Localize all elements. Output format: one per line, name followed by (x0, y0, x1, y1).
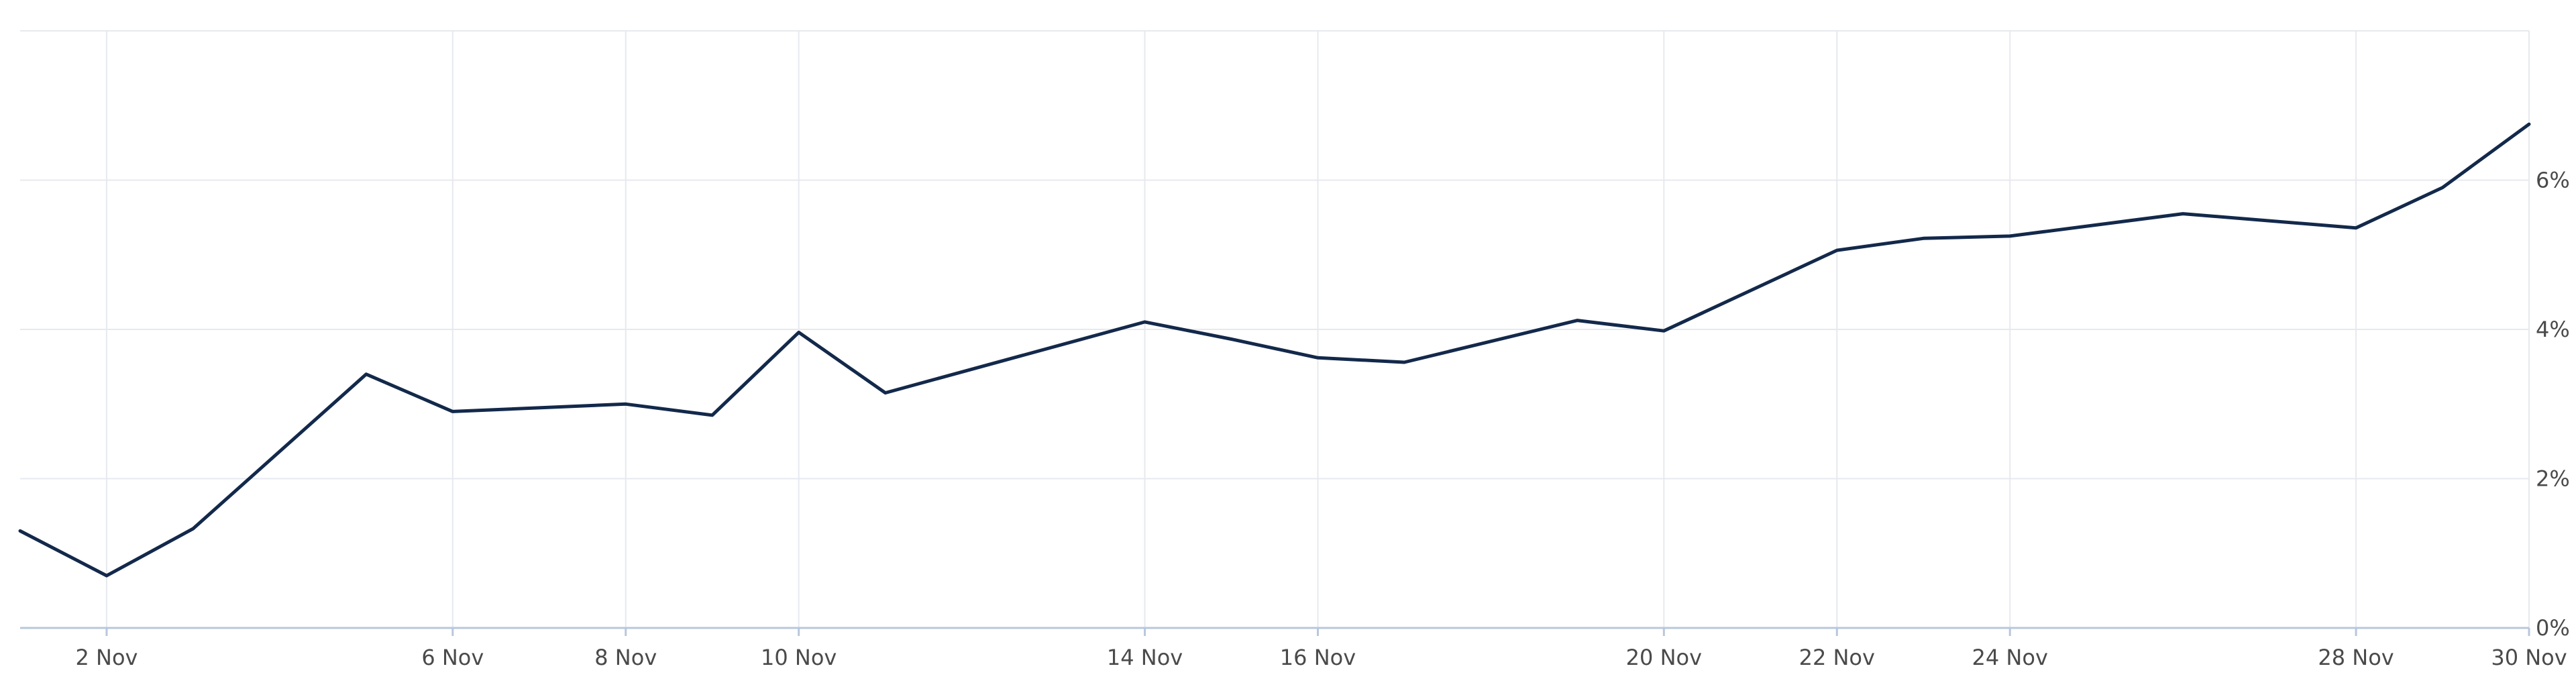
series-line (18, 122, 2531, 578)
data-point[interactable] (362, 370, 370, 378)
x-tick-label: 28 Nov (2318, 645, 2394, 670)
data-point[interactable] (2525, 120, 2533, 128)
data-point[interactable] (1313, 354, 1322, 362)
y-tick-label: 2% (2536, 466, 2570, 492)
data-point[interactable] (2179, 210, 2187, 218)
data-point[interactable] (2438, 184, 2447, 192)
data-point[interactable] (449, 407, 457, 415)
x-tick-label: 2 Nov (75, 645, 138, 670)
data-point[interactable] (795, 328, 803, 336)
data-point[interactable] (1228, 335, 1236, 343)
data-point[interactable] (1660, 327, 1668, 335)
x-tick-label: 30 Nov (2491, 645, 2567, 670)
y-tick-label: 6% (2536, 168, 2570, 193)
data-point[interactable] (2006, 232, 2014, 240)
data-point[interactable] (1833, 246, 1841, 254)
x-tick-label: 6 Nov (421, 645, 484, 670)
data-point[interactable] (1919, 234, 1927, 242)
data-point[interactable] (1573, 317, 1581, 325)
x-tick-label: 14 Nov (1107, 645, 1183, 670)
x-tick-label: 8 Nov (594, 645, 657, 670)
grid-layer (20, 30, 2530, 628)
axis-layer (20, 627, 2530, 636)
data-point[interactable] (103, 572, 111, 580)
y-tick-label: 4% (2536, 317, 2570, 342)
data-point[interactable] (16, 527, 24, 535)
data-point[interactable] (881, 389, 890, 397)
series-layer (16, 120, 2533, 580)
x-tick-label: 24 Nov (1972, 645, 2048, 670)
tick-label-layer: 0% 2% 4% 6% 2 Nov 6 Nov 8 Nov 10 Nov 14 Nov 16 No… (75, 168, 2569, 671)
x-tick-label: 22 Nov (1799, 645, 1875, 670)
data-point[interactable] (708, 411, 716, 419)
y-tick-label: 0% (2536, 615, 2570, 641)
data-point[interactable] (2352, 224, 2360, 232)
data-point[interactable] (622, 400, 630, 408)
data-point[interactable] (1400, 358, 1408, 366)
x-tick-label: 10 Nov (761, 645, 837, 670)
x-tick-label: 16 Nov (1280, 645, 1356, 670)
data-point[interactable] (189, 525, 197, 533)
data-point[interactable] (1141, 318, 1149, 326)
x-tick-label: 20 Nov (1626, 645, 1702, 670)
